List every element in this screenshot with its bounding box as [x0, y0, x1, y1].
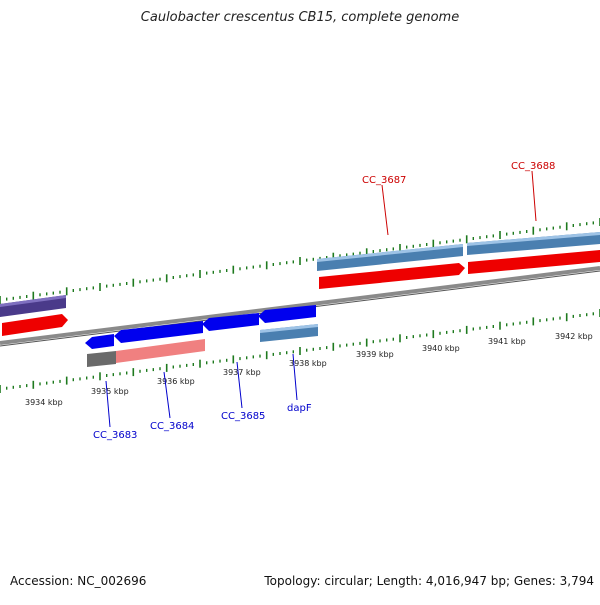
gene-arrow-dapf[interactable]: [258, 305, 316, 323]
leader-cc3684: [163, 371, 171, 419]
leader-cc3688: [531, 170, 537, 222]
leader-cc3687: [381, 184, 389, 236]
tick-label-group: 3934 kbp 3935 kbp 3936 kbp 3937 kbp 3938…: [25, 332, 593, 407]
outer-tick-ring: [0, 218, 600, 304]
genome-backbone: [0, 266, 600, 345]
gene-arrow-cc3683[interactable]: [85, 334, 114, 349]
tick-label: 3941 kbp: [488, 337, 526, 346]
gene-feature-cc3687-highlight: [317, 244, 463, 262]
accession-text: Accession: NC_002696: [10, 574, 147, 588]
tick-label: 3935 kbp: [91, 387, 129, 396]
forward-steel-features: [317, 232, 600, 271]
gene-feature-steel-small-highlight: [260, 324, 318, 333]
gene-arrow-cc3685[interactable]: [202, 313, 259, 331]
gene-feature-grey[interactable]: [87, 351, 116, 367]
gene-label-cc3687[interactable]: CC_3687: [362, 175, 406, 186]
gene-feature-cc3688-highlight: [467, 232, 600, 246]
reverse-features: [87, 324, 318, 367]
genome-title: Caulobacter crescentus CB15, complete ge…: [140, 10, 460, 25]
gene-arrow-red-left[interactable]: [2, 314, 68, 336]
gene-label-leaders: [105, 170, 537, 428]
forward-red-genes: [0, 250, 600, 336]
tick-label: 3940 kbp: [422, 344, 460, 353]
gene-label-cc3683[interactable]: CC_3683: [93, 430, 137, 441]
gene-label-cc3688[interactable]: CC_3688: [511, 161, 555, 172]
gene-feature-purple-highlight: [0, 295, 66, 307]
tick-label: 3942 kbp: [555, 332, 593, 341]
leader-dapf: [292, 353, 298, 401]
gene-arrow-cc3684[interactable]: [114, 321, 203, 343]
leader-cc3685: [236, 361, 243, 409]
tick-label: 3937 kbp: [223, 368, 261, 377]
gene-label-cc3685[interactable]: CC_3685: [221, 411, 265, 422]
gene-feature-purple[interactable]: [0, 295, 66, 317]
inner-tick-ring: [0, 309, 600, 393]
tick-label: 3936 kbp: [157, 377, 195, 386]
leader-cc3683: [105, 380, 111, 428]
gene-label-cc3684[interactable]: CC_3684: [150, 421, 194, 432]
genome-summary-text: Topology: circular; Length: 4,016,947 bp…: [264, 574, 594, 588]
gene-arrow-red-2[interactable]: [468, 250, 600, 274]
reverse-blue-genes: [85, 305, 316, 349]
gene-feature-pink[interactable]: [116, 339, 205, 363]
tick-label: 3939 kbp: [356, 350, 394, 359]
gene-arrow-red-1[interactable]: [319, 263, 465, 289]
gene-label-group: CC_3687 CC_3688 CC_3683 CC_3684 CC_3685 …: [93, 161, 555, 441]
tick-label: 3938 kbp: [289, 359, 327, 368]
tick-label: 3934 kbp: [25, 398, 63, 407]
gene-label-dapf[interactable]: dapF: [287, 403, 312, 414]
